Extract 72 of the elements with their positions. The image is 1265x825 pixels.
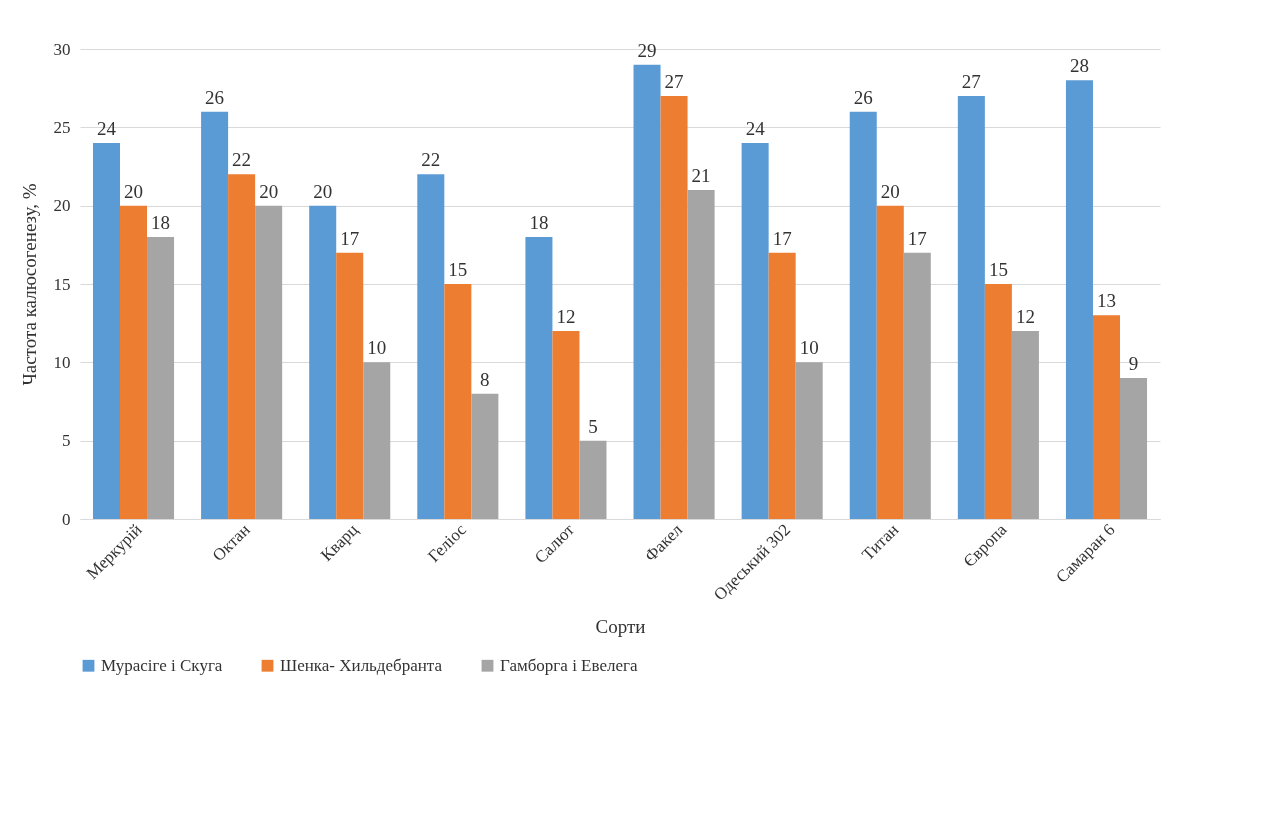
- y-tick-label: 10: [53, 352, 71, 372]
- bar: [336, 252, 364, 519]
- data-label: 8: [480, 368, 490, 390]
- bar: [201, 111, 229, 519]
- y-tick-label: 0: [62, 509, 71, 529]
- y-tick-label: 5: [62, 431, 71, 451]
- bar: [120, 205, 148, 519]
- x-axis-title: Сорти: [595, 615, 646, 637]
- bar: [1011, 331, 1039, 519]
- bar: [552, 331, 580, 519]
- data-label: 20: [313, 180, 333, 202]
- data-label: 29: [637, 39, 657, 61]
- data-label: 24: [96, 118, 117, 139]
- y-tick-label: 15: [53, 274, 71, 294]
- bar: [147, 237, 175, 519]
- data-label: 22: [421, 149, 441, 171]
- bar: [363, 362, 391, 519]
- bar: [255, 205, 283, 519]
- bar: [795, 362, 823, 519]
- y-tick-label: 25: [53, 117, 71, 137]
- bar: [633, 64, 661, 519]
- legend-label: Гамборга і Евелега: [500, 655, 638, 675]
- data-label: 13: [1096, 290, 1116, 312]
- data-label: 9: [1128, 353, 1139, 374]
- bar: [849, 111, 877, 519]
- y-tick-label: 20: [53, 196, 71, 216]
- data-label: 28: [1069, 55, 1089, 77]
- data-label: 26: [205, 86, 225, 108]
- y-axis-title: Частота калюсогенезу, %: [18, 183, 40, 386]
- legend-label: Мурасіге і Скуга: [101, 655, 223, 675]
- data-label: 12: [556, 306, 576, 327]
- data-label: 17: [907, 227, 927, 249]
- bar: [579, 440, 607, 519]
- data-label: 24: [745, 118, 766, 139]
- bar: [309, 205, 337, 519]
- bar: [471, 393, 499, 519]
- data-label: 21: [691, 165, 711, 186]
- bar: [903, 252, 931, 519]
- data-label: 20: [124, 180, 144, 202]
- data-label: 20: [880, 180, 900, 202]
- bar: [1092, 315, 1120, 519]
- data-label: 15: [988, 259, 1008, 280]
- bar: [741, 143, 769, 519]
- bar: [1065, 80, 1093, 519]
- data-label: 10: [367, 337, 387, 359]
- bar: [768, 252, 796, 519]
- y-tick-label: 30: [53, 39, 71, 59]
- data-label: 15: [448, 259, 468, 280]
- data-label: 5: [588, 415, 598, 437]
- bar: [228, 174, 256, 519]
- data-label: 10: [799, 337, 819, 359]
- data-label: 22: [232, 149, 252, 171]
- bar: [444, 284, 472, 519]
- bar: [687, 190, 715, 519]
- bar: [984, 284, 1012, 519]
- bar: [876, 205, 904, 519]
- data-label: 27: [664, 71, 684, 92]
- data-label: 18: [151, 212, 171, 233]
- bar: [92, 143, 120, 519]
- data-label: 20: [259, 180, 279, 202]
- data-label: 18: [529, 212, 549, 233]
- data-label: 12: [1015, 306, 1035, 327]
- bar: [1120, 378, 1148, 519]
- data-label: 26: [853, 86, 873, 108]
- data-label: 17: [772, 227, 792, 249]
- data-label: 27: [961, 71, 981, 92]
- legend-label: Шенка- Хильдебранта: [280, 655, 443, 675]
- data-label: 17: [340, 227, 360, 249]
- bar: [525, 237, 553, 519]
- bar: [957, 96, 985, 519]
- bar: [660, 96, 688, 519]
- bar: [417, 174, 445, 519]
